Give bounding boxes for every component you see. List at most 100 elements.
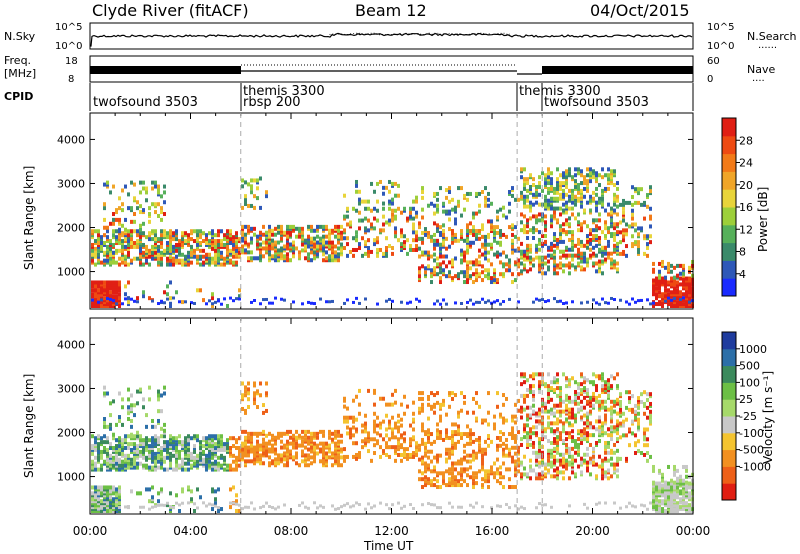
- scatter-cell: [148, 397, 151, 402]
- scatter-cell: [436, 453, 439, 458]
- scatter-cell: [172, 244, 175, 249]
- scatter-cell: [448, 481, 451, 486]
- scatter-cell: [370, 249, 373, 254]
- scatter-cell: [547, 395, 550, 400]
- freq-left-label-2: [MHz]: [4, 67, 36, 80]
- scatter-cell: [469, 453, 472, 458]
- scatter-cell: [247, 224, 250, 229]
- scatter-cell: [220, 262, 223, 267]
- scatter-cell: [415, 199, 418, 204]
- scatter-cell: [538, 372, 541, 377]
- scatter-cell: [577, 171, 580, 176]
- scatter-cell: [223, 467, 226, 472]
- scatter-cell: [238, 250, 241, 255]
- scatter-cell: [493, 238, 496, 243]
- scatter-cell: [301, 302, 304, 306]
- scatter-cell: [217, 242, 220, 247]
- scatter-cell: [481, 477, 484, 482]
- scatter-cell: [337, 439, 340, 444]
- scatter-cell: [445, 254, 448, 259]
- scatter-cell: [628, 501, 631, 505]
- scatter-cell: [115, 457, 118, 462]
- scatter-cell: [556, 450, 559, 455]
- scatter-cell: [682, 292, 685, 297]
- scatter-cell: [313, 256, 316, 261]
- cpid-panel: CPID twofsound 3503 themis 3300 rbsp 200…: [4, 83, 694, 111]
- scatter-cell: [373, 411, 376, 416]
- scatter-cell: [460, 391, 463, 396]
- scatter-cell: [286, 457, 289, 462]
- scatter-cell: [643, 216, 646, 221]
- scatter-cell: [94, 246, 97, 251]
- scatter-cell: [520, 190, 523, 195]
- scatter-cell: [127, 280, 130, 285]
- scatter-cell: [481, 457, 484, 462]
- scatter-cell: [160, 256, 163, 261]
- scatter-cell: [505, 234, 508, 239]
- scatter-cell: [451, 422, 454, 427]
- scatter-cell: [451, 467, 454, 472]
- scatter-cell: [241, 406, 244, 411]
- scatter-cell: [424, 453, 427, 458]
- scatter-cell: [457, 424, 460, 429]
- scatter-cell: [310, 301, 313, 305]
- scatter-cell: [235, 499, 238, 504]
- scatter-cell: [460, 186, 463, 191]
- scatter-cell: [331, 463, 334, 468]
- scatter-cell: [448, 244, 451, 249]
- scatter-cell: [97, 497, 100, 502]
- scatter-cell: [529, 427, 532, 432]
- scatter-cell: [535, 454, 538, 459]
- scatter-cell: [118, 217, 121, 222]
- scatter-cell: [559, 249, 562, 254]
- scatter-cell: [262, 232, 265, 237]
- scatter-cell: [268, 224, 271, 229]
- scatter-cell: [520, 437, 523, 442]
- scatter-cell: [304, 453, 307, 458]
- scatter-cell: [97, 467, 100, 472]
- scatter-cell: [478, 191, 481, 196]
- scatter-cell: [598, 393, 601, 398]
- scatter-cell: [142, 397, 145, 402]
- scatter-cell: [529, 173, 532, 178]
- scatter-cell: [151, 202, 154, 207]
- scatter-cell: [526, 472, 529, 477]
- scatter-cell: [676, 273, 679, 278]
- scatter-cell: [391, 445, 394, 450]
- scatter-cell: [535, 372, 538, 377]
- scatter-cell: [388, 179, 391, 184]
- scatter-cell: [490, 219, 493, 224]
- scatter-cell: [148, 296, 151, 301]
- scatter-cell: [556, 417, 559, 422]
- scatter-cell: [562, 421, 565, 426]
- scatter-cell: [352, 425, 355, 430]
- scatter-cell: [103, 217, 106, 222]
- scatter-cell: [550, 505, 553, 509]
- scatter-cell: [595, 462, 598, 467]
- scatter-cell: [484, 447, 487, 452]
- scatter-cell: [346, 419, 349, 424]
- power-cbar-label-0: 4: [739, 268, 746, 281]
- scatter-cell: [313, 459, 316, 464]
- scatter-cell: [592, 190, 595, 195]
- scatter-cell: [523, 194, 526, 199]
- scatter-cell: [322, 252, 325, 257]
- scatter-cell: [415, 441, 418, 446]
- scatter-cell: [178, 239, 181, 244]
- scatter-cell: [430, 234, 433, 239]
- scatter-cell: [202, 231, 205, 236]
- scatter-cell: [658, 278, 661, 283]
- scatter-cell: [526, 413, 529, 418]
- scatter-cell: [568, 198, 571, 203]
- scatter-cell: [163, 290, 166, 295]
- scatter-cell: [232, 453, 235, 458]
- scatter-cell: [100, 506, 103, 510]
- scatter-cell: [556, 372, 559, 377]
- scatter-cell: [460, 483, 463, 488]
- scatter-cell: [568, 230, 571, 235]
- scatter-cell: [568, 378, 571, 383]
- scatter-cell: [625, 456, 628, 461]
- scatter-cell: [499, 252, 502, 257]
- scatter-cell: [130, 206, 133, 211]
- scatter-cell: [247, 381, 250, 386]
